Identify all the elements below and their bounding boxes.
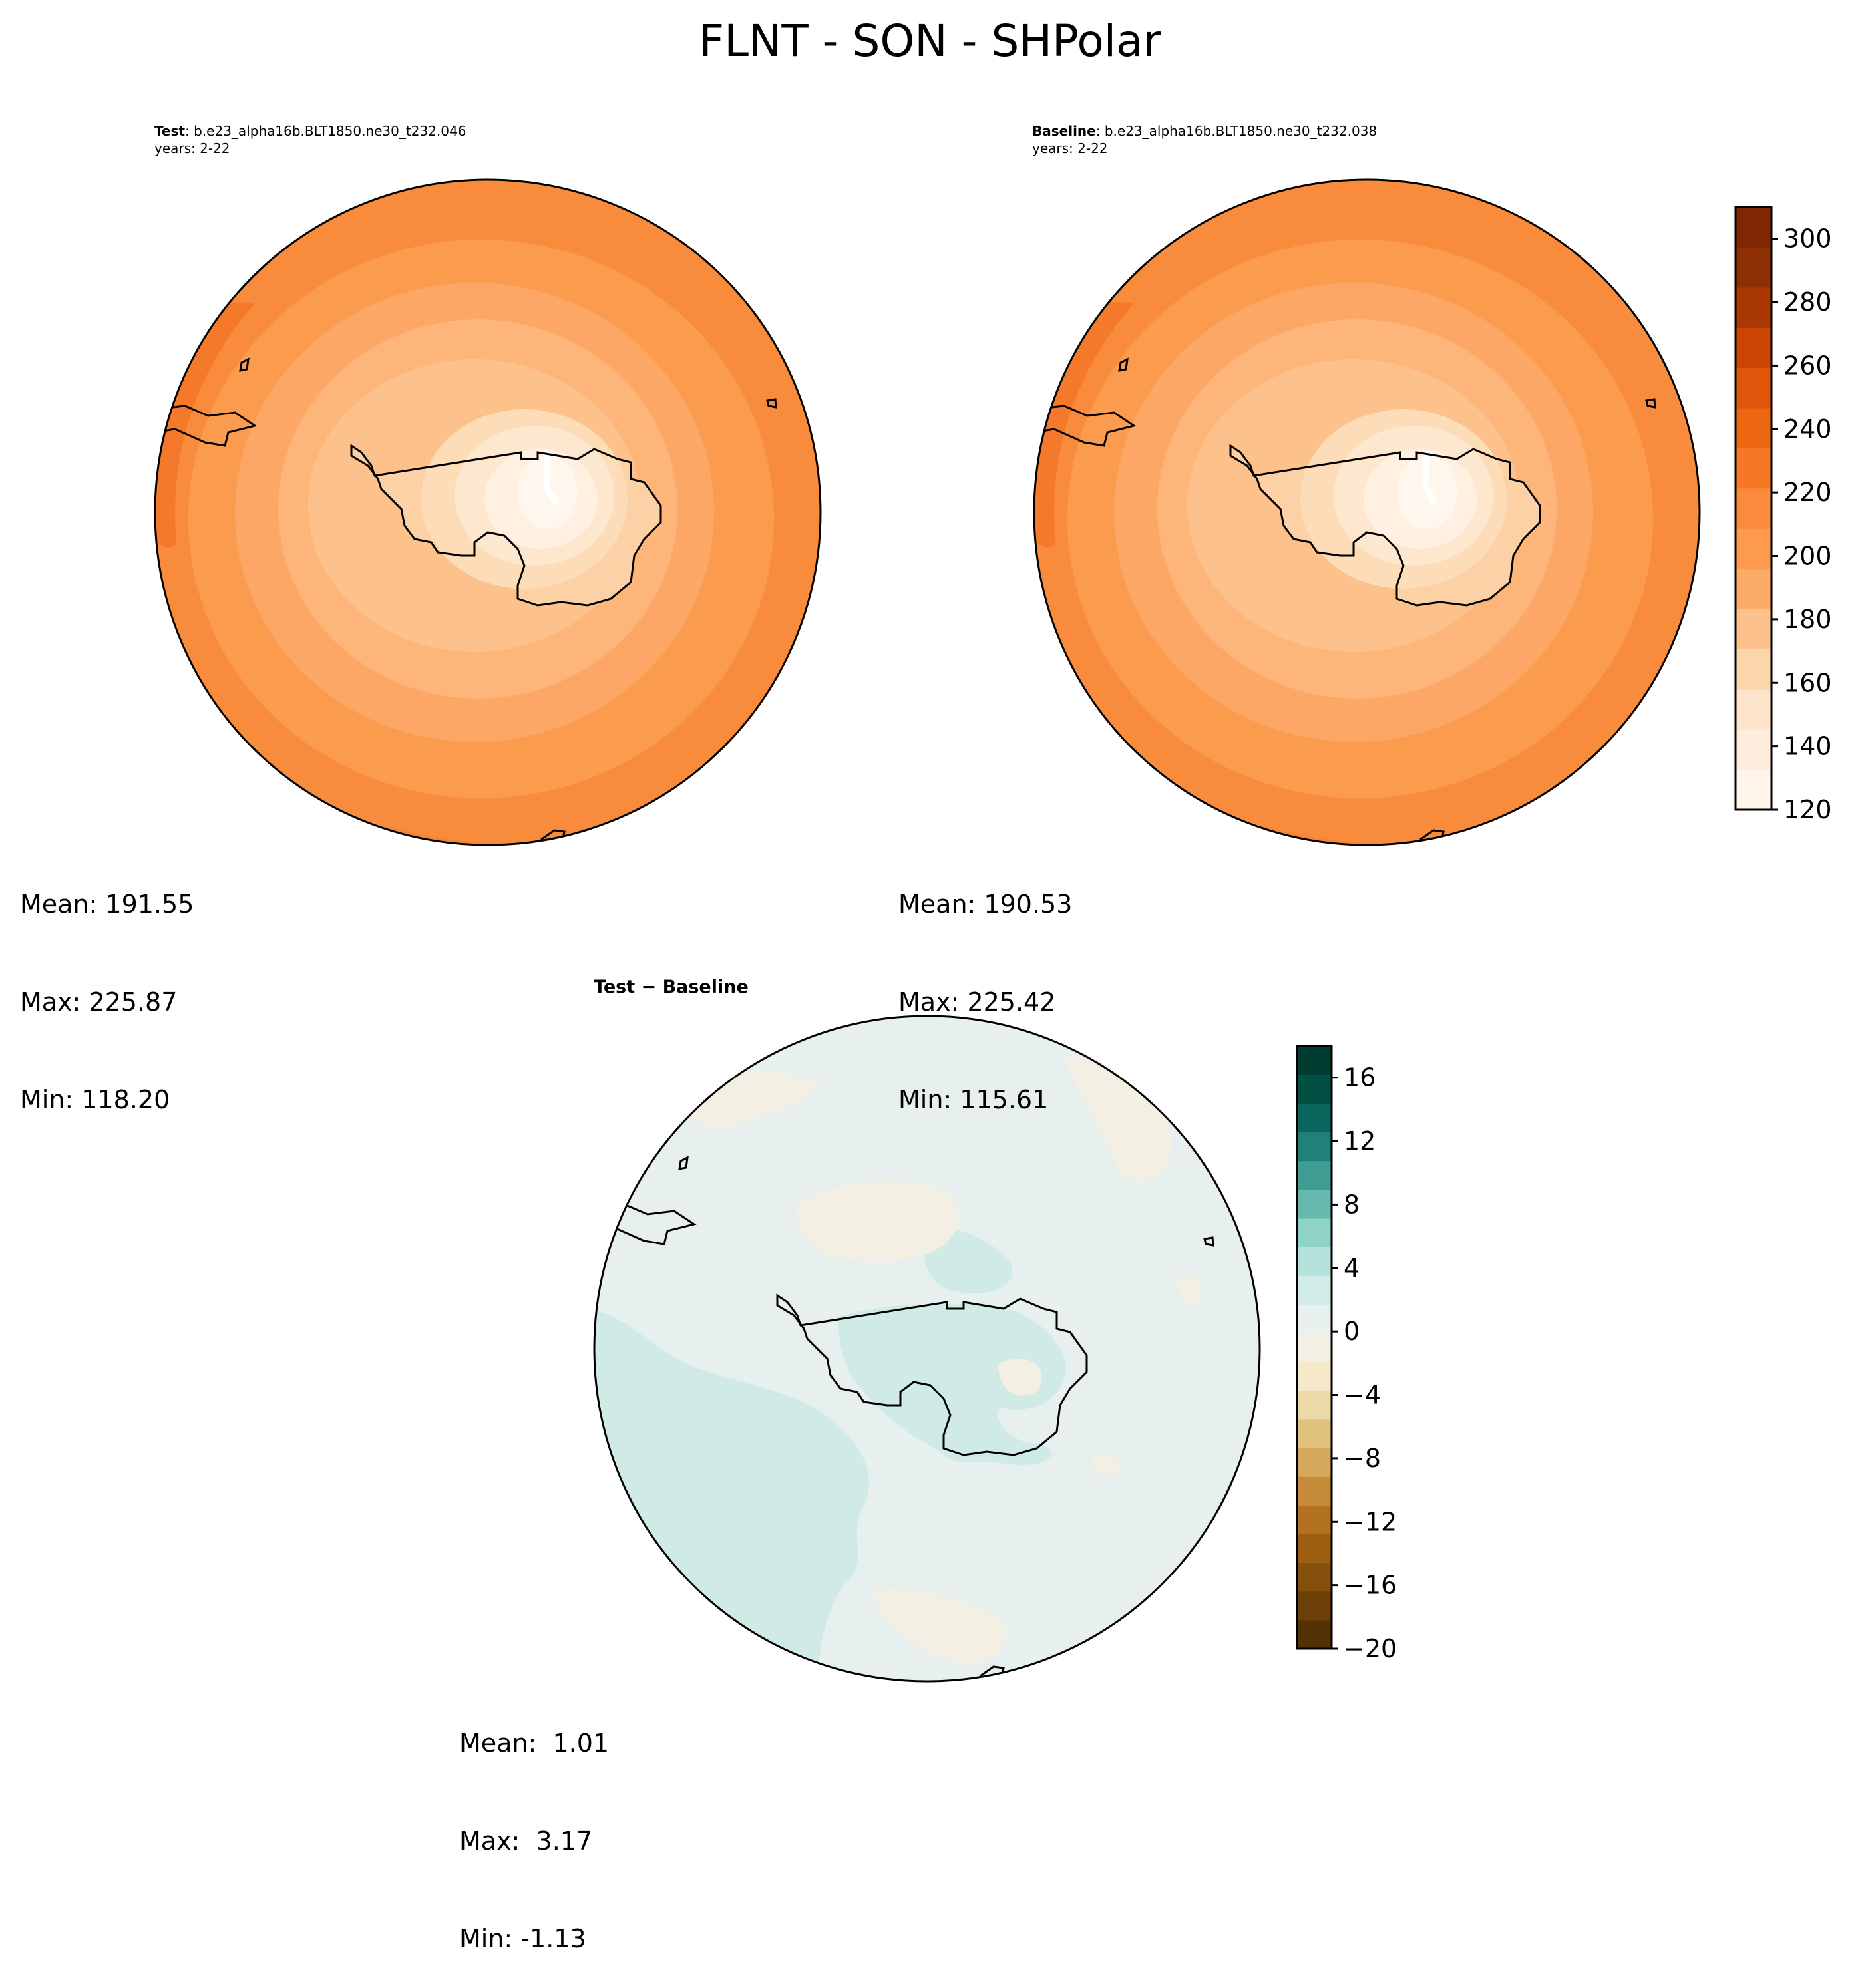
main-colorbar-swatch [1736,327,1771,369]
diff-colorbar-swatch [1297,1476,1332,1506]
diff-stats: Mean: 1.01 Max: 3.17 Min: -1.13 [459,1662,609,1988]
test-label: Test [154,123,186,139]
diff-colorbar-frame [1296,1045,1333,1650]
diff-max: Max: 3.17 [459,1826,593,1856]
main-colorbar-swatch [1736,729,1771,770]
figure-title: FLNT - SON - SHPolar [699,15,1161,67]
main-colorbar-tick-label: 280 [1783,287,1832,317]
diff-colorbar-tick-label: 0 [1344,1317,1360,1346]
diff-colorbar-swatch [1297,1218,1332,1247]
diff-colorbar-swatch [1297,1390,1332,1420]
diff-colorbar-swatch [1297,1275,1332,1305]
diff-mean: Mean: 1.01 [459,1729,610,1758]
diff-colorbar-tick-label: 12 [1344,1126,1376,1156]
baseline-map [1033,178,1701,846]
test-map [154,178,822,846]
main-colorbar-tick-label: 260 [1783,351,1832,380]
diff-panel-title: Test − Baseline [594,977,749,997]
diff-colorbar-swatch [1297,1304,1332,1334]
test-case-name: b.e23_alpha16b.BLT1850.ne30_t232.046 [194,123,466,139]
test-mean: Mean: 191.55 [20,890,194,919]
baseline-stats: Mean: 190.53 Max: 225.42 Min: 115.61 [898,823,1072,1149]
diff-colorbar-swatch [1297,1562,1332,1592]
main-colorbar-swatch [1736,528,1771,570]
diff-colorbar-swatch [1297,1505,1332,1535]
main-colorbar-tick-label: 160 [1783,668,1832,697]
diff-colorbar-swatch [1297,1333,1332,1363]
diff-colorbar-tick-label: −8 [1344,1444,1381,1473]
main-colorbar-frame [1734,206,1773,811]
main-colorbar-swatch [1736,448,1771,489]
main-colorbar-swatch [1736,287,1771,328]
main-colorbar-tick-label: 220 [1783,478,1832,507]
diff-colorbar-swatch [1297,1132,1332,1162]
baseline-years: years: 2-22 [1032,140,1108,156]
baseline-mean: Mean: 190.53 [898,890,1073,919]
test-years: years: 2-22 [154,140,230,156]
baseline-case-name: b.e23_alpha16b.BLT1850.ne30_t232.038 [1104,123,1378,139]
diff-colorbar-tick-label: −12 [1344,1507,1397,1536]
main-colorbar-tick-label: 200 [1783,542,1832,571]
diff-colorbar-swatch [1297,1247,1332,1276]
diff-colorbar-swatch [1297,1534,1332,1564]
diff-colorbar-swatch [1297,1418,1332,1448]
test-stats: Mean: 191.55 Max: 225.87 Min: 118.20 [20,823,194,1149]
main-colorbar: 120 140 160 180 200 220 240 260 280 300 [1734,206,1832,824]
diff-min: Min: -1.13 [459,1924,586,1953]
main-colorbar-swatch [1736,367,1771,409]
test-max: Max: 225.87 [20,987,178,1017]
diff-colorbar-swatch [1297,1591,1332,1621]
main-colorbar-tick-label: 120 [1783,795,1832,824]
diff-colorbar-tick-label: 8 [1344,1190,1360,1219]
baseline-label: Baseline [1032,123,1096,139]
test-panel-title: Test: b.e23_alpha16b.BLT1850.ne30_t232.0… [154,123,466,156]
diff-colorbar: −20 −16 −12 −8 −4 0 4 8 12 16 [1296,1045,1397,1663]
diff-colorbar-swatch [1297,1619,1332,1649]
main-colorbar-tick-label: 300 [1783,224,1832,253]
main-colorbar-swatch [1736,247,1771,288]
diff-colorbar-tick-label: −4 [1344,1381,1381,1410]
diff-colorbar-swatch [1297,1046,1332,1075]
main-colorbar-swatch [1736,488,1771,529]
baseline-panel-title: Baseline: b.e23_alpha16b.BLT1850.ne30_t2… [1032,123,1378,156]
main-colorbar-swatch [1736,408,1771,448]
diff-colorbar-tick-label: −16 [1344,1571,1397,1600]
diff-colorbar-swatch [1297,1448,1332,1477]
main-colorbar-tick-label: 140 [1783,732,1832,761]
main-colorbar-tick-label: 240 [1783,414,1832,444]
main-colorbar-swatch [1736,649,1771,690]
diff-colorbar-tick-label: 16 [1344,1063,1376,1092]
main-colorbar-tick-label: 180 [1783,605,1832,634]
baseline-max: Max: 225.42 [898,987,1056,1017]
main-colorbar-swatch [1736,609,1771,649]
main-colorbar-swatch [1736,689,1771,730]
diff-colorbar-tick-label: −20 [1344,1634,1397,1663]
main-colorbar-swatch [1736,207,1771,248]
diff-colorbar-tick-label: 4 [1344,1253,1360,1283]
test-min: Min: 118.20 [20,1085,170,1114]
diff-colorbar-swatch [1297,1103,1332,1133]
diff-colorbar-swatch [1297,1189,1332,1219]
main-colorbar-swatch [1736,769,1771,810]
main-colorbar-swatch [1736,568,1771,609]
diff-colorbar-swatch [1297,1075,1332,1104]
diff-colorbar-swatch [1297,1160,1332,1190]
diff-colorbar-swatch [1297,1361,1332,1391]
baseline-min: Min: 115.61 [898,1085,1049,1114]
